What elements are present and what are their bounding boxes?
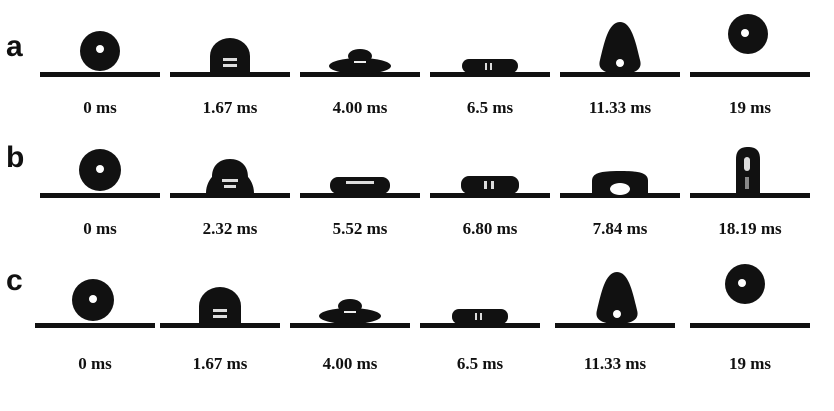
droplet-tall-pear <box>560 22 680 77</box>
frame-c-6: 19 ms <box>690 260 810 373</box>
timestamp: 7.84 ms <box>592 219 648 238</box>
frame-b-1: 0 ms <box>40 145 160 245</box>
droplet-tall-pear <box>555 272 675 328</box>
timestamp: 0 ms <box>83 98 117 117</box>
frame-a-3: 4.00 ms <box>300 28 420 128</box>
timestamp: 6.5 ms <box>466 98 514 117</box>
droplet-dome <box>170 38 290 77</box>
timestamp: 1.67 ms <box>202 98 258 117</box>
timestamp: 4.00 ms <box>322 354 378 373</box>
frame-a-6: 19 ms <box>690 12 810 117</box>
timestamp: 19 ms <box>728 354 772 373</box>
timestamp: 0 ms <box>78 354 112 373</box>
frame-b-6: 18.19 ms <box>690 145 810 245</box>
droplet-pancake <box>300 49 420 77</box>
frame-a-2: 1.67 ms <box>170 28 290 128</box>
panel-label: c <box>6 264 23 297</box>
frame-a-1: 0 ms <box>40 28 160 128</box>
frame-c-3: 4.00 ms <box>290 276 410 376</box>
droplet-flat <box>430 176 550 198</box>
timestamp: 18.19 ms <box>718 219 782 238</box>
droplet-airborne <box>690 264 810 328</box>
sequence-row-b: b 0 ms 2.32 ms 5.52 ms <box>0 133 834 263</box>
droplet-airborne <box>690 14 810 77</box>
droplet-sphere <box>40 149 160 198</box>
timestamp: 2.32 ms <box>202 219 258 238</box>
timestamp: 6.80 ms <box>462 219 518 238</box>
sequence-row-a: a 0 ms 1.67 ms 4.00 ms <box>0 0 834 130</box>
droplet-dome <box>170 159 290 198</box>
frame-a-5: 11.33 ms <box>560 20 680 120</box>
droplet-dome <box>160 287 280 328</box>
droplet-flat <box>300 177 420 198</box>
droplet-sphere <box>35 279 155 328</box>
timestamp: 6.5 ms <box>456 354 504 373</box>
timestamp: 11.33 ms <box>588 98 652 117</box>
frame-b-2: 2.32 ms <box>170 145 290 245</box>
timestamp: 5.52 ms <box>332 219 388 238</box>
frame-c-2: 1.67 ms <box>160 276 280 376</box>
droplet-column <box>690 147 810 198</box>
timestamp: 1.67 ms <box>192 354 248 373</box>
droplet-pancake <box>290 299 410 328</box>
droplet-sphere <box>40 31 160 77</box>
sequence-row-c: c 0 ms 1.67 ms 4.00 ms <box>0 264 834 396</box>
timestamp: 19 ms <box>728 98 772 117</box>
frame-b-5: 7.84 ms <box>560 145 680 245</box>
frame-c-5: 11.33 ms <box>555 268 675 373</box>
frame-b-4: 6.80 ms <box>430 145 550 245</box>
frame-b-3: 5.52 ms <box>300 145 420 245</box>
timestamp: 0 ms <box>83 219 117 238</box>
timestamp: 11.33 ms <box>583 354 647 373</box>
droplet-flat <box>420 309 540 328</box>
droplet-arch <box>560 171 680 198</box>
timestamp: 4.00 ms <box>332 98 388 117</box>
panel-label: a <box>6 30 23 63</box>
panel-label: b <box>6 141 25 174</box>
frame-c-1: 0 ms <box>35 276 155 376</box>
droplet-flat <box>430 59 550 77</box>
frame-a-4: 6.5 ms <box>430 28 550 128</box>
frame-c-4: 6.5 ms <box>420 276 540 376</box>
